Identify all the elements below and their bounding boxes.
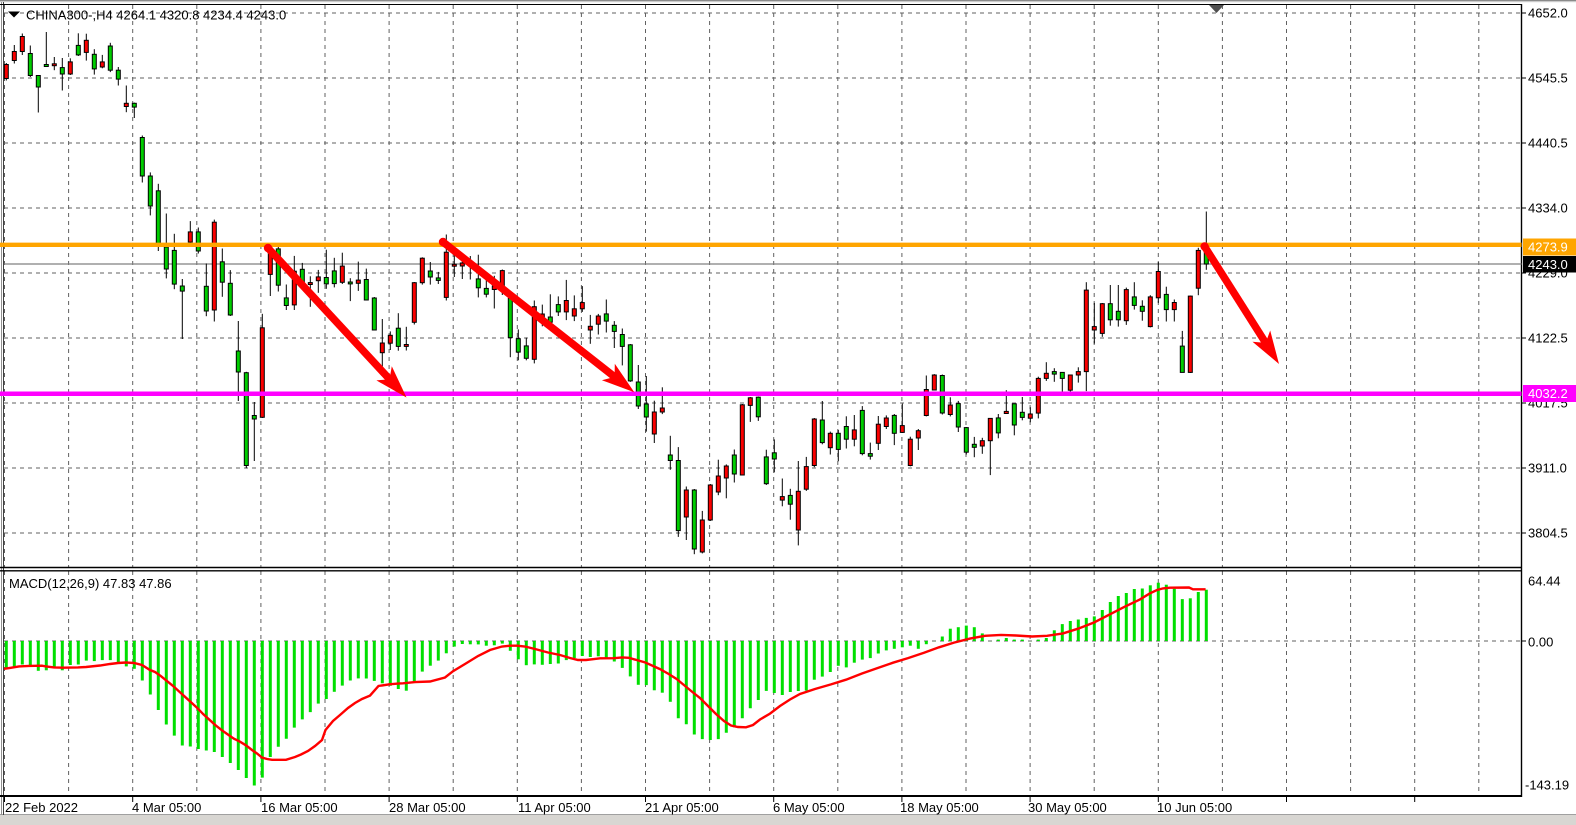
svg-text:10 Jun 05:00: 10 Jun 05:00 bbox=[1157, 800, 1232, 815]
svg-text:11 Apr 05:00: 11 Apr 05:00 bbox=[518, 800, 591, 815]
svg-text:6 May 05:00: 6 May 05:00 bbox=[773, 800, 845, 815]
svg-text:4032.2: 4032.2 bbox=[1528, 386, 1568, 401]
svg-text:4334.0: 4334.0 bbox=[1528, 201, 1568, 216]
svg-text:4 Mar 05:00: 4 Mar 05:00 bbox=[132, 800, 201, 815]
svg-text:3911.0: 3911.0 bbox=[1528, 461, 1567, 476]
svg-text:0.00: 0.00 bbox=[1528, 635, 1553, 650]
svg-text:16 Mar 05:00: 16 Mar 05:00 bbox=[261, 800, 338, 815]
svg-text:CHINA300-,H4 4264.1 4320.8 42: CHINA300-,H4 4264.1 4320.8 4234.4 4243.0 bbox=[26, 8, 286, 23]
svg-text:4545.5: 4545.5 bbox=[1528, 71, 1568, 86]
svg-text:MACD(12,26,9) 47.83 47.86: MACD(12,26,9) 47.83 47.86 bbox=[9, 576, 172, 591]
svg-text:4440.5: 4440.5 bbox=[1528, 136, 1568, 151]
svg-text:4243.0: 4243.0 bbox=[1528, 257, 1568, 272]
svg-text:4652.0: 4652.0 bbox=[1528, 6, 1568, 21]
svg-text:18 May 05:00: 18 May 05:00 bbox=[900, 800, 979, 815]
svg-text:22 Feb 2022: 22 Feb 2022 bbox=[5, 800, 78, 815]
svg-text:-143.19: -143.19 bbox=[1525, 778, 1569, 793]
svg-text:28 Mar 05:00: 28 Mar 05:00 bbox=[389, 800, 466, 815]
svg-text:4273.9: 4273.9 bbox=[1528, 240, 1568, 255]
svg-text:4122.5: 4122.5 bbox=[1528, 331, 1568, 346]
svg-text:64.44: 64.44 bbox=[1528, 574, 1561, 589]
svg-text:30 May 05:00: 30 May 05:00 bbox=[1028, 800, 1107, 815]
svg-text:21 Apr 05:00: 21 Apr 05:00 bbox=[645, 800, 719, 815]
svg-text:3804.5: 3804.5 bbox=[1528, 526, 1568, 541]
